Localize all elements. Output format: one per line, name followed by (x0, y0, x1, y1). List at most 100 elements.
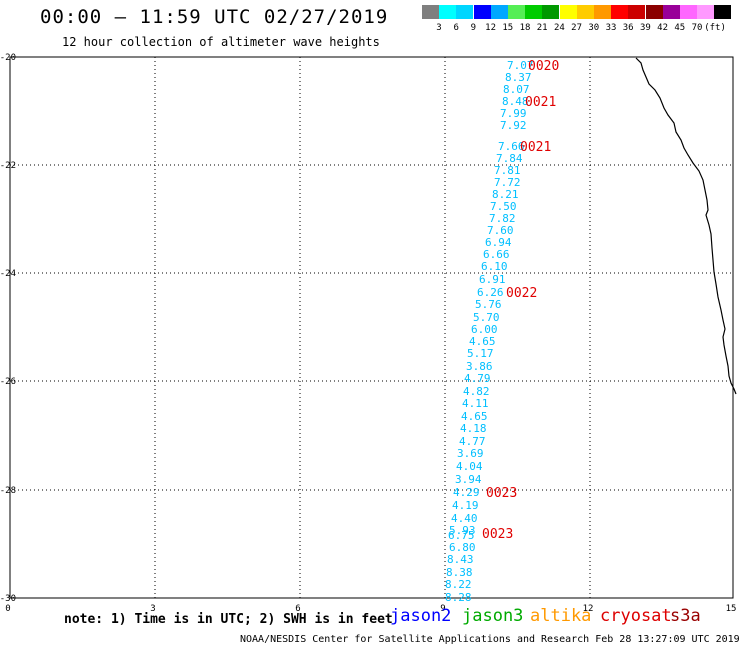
legend-swatch (697, 5, 715, 19)
latitude-label: -30 (0, 594, 16, 604)
altimeter-track: 7.078.378.078.487.997.92 7.667.847.817.72… (445, 59, 534, 604)
latitude-label: -26 (0, 377, 16, 387)
longitude-label: 6 (295, 604, 300, 614)
wave-height-label: 8.22 (445, 578, 472, 591)
legend-label: 9 (470, 23, 477, 33)
legend-label: 36 (622, 23, 634, 33)
wave-height-label: 5.70 (473, 311, 500, 324)
wave-height-label: 4.18 (460, 422, 487, 435)
legend-label: 3 (436, 23, 442, 33)
map-grid (9, 56, 734, 599)
legend-label: 27 (571, 23, 583, 33)
longitude-ticks: 0 3 6 9 12 15 (5, 604, 736, 614)
wave-height-label: 5.76 (475, 298, 502, 311)
time-stamp-label: 0023 (482, 527, 513, 542)
wave-height-label: 4.11 (462, 397, 489, 410)
wave-height-label: 8.28 (445, 591, 472, 604)
wave-height-label: 5.93 (449, 524, 476, 537)
legend-swatch (559, 5, 577, 19)
wave-height-label: 7.60 (487, 224, 514, 237)
wave-height-label: 3.69 (457, 447, 484, 460)
map-title: 00:00 – 11:59 UTC 02/27/2019 (40, 6, 389, 28)
wave-height-label: 7.99 (500, 107, 527, 120)
wave-height-label: 3.94 (455, 473, 482, 486)
wave-height-label: 4.04 (456, 460, 483, 473)
legend-label: 12 (485, 23, 497, 33)
time-stamp-label: 0021 (525, 95, 556, 110)
legend-swatch (542, 5, 560, 19)
wave-height-label: 4.82 (463, 385, 490, 398)
wave-height-label: 4.65 (469, 335, 496, 348)
legend-swatch (422, 5, 439, 19)
legend-swatch (508, 5, 525, 19)
latitude-label: -28 (0, 486, 16, 496)
legend-swatch (594, 5, 611, 19)
legend-label: (ft) (704, 23, 726, 33)
wave-height-label: 8.48 (502, 95, 529, 108)
wave-height-label: 6.91 (479, 273, 506, 286)
legend-label: 24 (553, 23, 565, 33)
wave-height-label: 7.81 (494, 164, 521, 177)
legend-label: 70 (691, 23, 703, 33)
latitude-label: -24 (0, 269, 16, 279)
wave-height-label: 8.43 (447, 553, 474, 566)
legend-label: 18 (519, 23, 531, 33)
satellite-cryosat: cryosat (600, 606, 672, 626)
wave-height-label: 4.79 (464, 372, 491, 385)
units-note: note: 1) Time is in UTC; 2) SWH is in fe… (64, 612, 393, 627)
satellite-altika: altika (530, 606, 592, 626)
legend-label: 33 (605, 23, 617, 33)
latitude-label: -20 (0, 53, 16, 63)
legend-swatch (576, 5, 594, 19)
satellite-jason3: jason3 (462, 606, 524, 626)
time-stamp-label: 0022 (506, 286, 537, 301)
wave-height-label: 7.82 (489, 212, 516, 225)
legend-label: 45 (674, 23, 686, 33)
wave-height-label: 5.17 (467, 347, 494, 360)
wave-height-label: 7.84 (496, 152, 523, 165)
wave-height-label: 4.65 (461, 410, 488, 423)
latitude-label: -22 (0, 161, 16, 171)
wave-height-label: 6.94 (485, 236, 512, 249)
wave-height-label: 4.77 (459, 435, 486, 448)
longitude-label: 15 (726, 604, 737, 614)
legend-label: 15 (502, 23, 514, 33)
coastline (635, 57, 737, 395)
wave-height-label: 6.26 (477, 286, 504, 299)
longitude-label: 9 (440, 604, 445, 614)
wave-height-label: 7.07 (507, 59, 534, 72)
legend-swatch (456, 5, 474, 19)
wave-height-label: 7.50 (490, 200, 517, 213)
latitude-ticks: -20 -22 -24 -26 -28 -30 (0, 53, 16, 604)
wave-height-label: 8.38 (446, 566, 473, 579)
legend-swatch (439, 5, 457, 19)
legend-swatch (662, 5, 680, 19)
legend-label: 30 (588, 23, 600, 33)
wave-height-label: 4.29 (453, 486, 480, 499)
legend-swatch (714, 5, 732, 19)
longitude-label: 0 (5, 604, 10, 614)
wave-height-label: 7.92 (500, 119, 527, 132)
legend-swatch (645, 5, 663, 19)
time-stamp-label: 0020 (528, 59, 559, 74)
wave-height-label: 8.07 (503, 83, 530, 96)
wave-height-label: 4.40 (451, 512, 478, 525)
longitude-label: 3 (150, 604, 155, 614)
time-stamps: 0020 0021 0021 0022 0023 0023 (482, 59, 559, 542)
legend-label: 6 (453, 23, 459, 33)
longitude-label: 12 (583, 604, 594, 614)
satellite-jason2: jason2 (390, 606, 452, 626)
time-stamp-label: 0021 (520, 140, 551, 155)
credit-footer: NOAA/NESDIS Center for Satellite Applica… (240, 634, 740, 645)
wave-height-label: 6.75 (448, 529, 475, 542)
legend-swatch (628, 5, 646, 19)
wave-height-label: 6.80 (449, 541, 476, 554)
time-stamp-label: 0023 (486, 486, 517, 501)
wave-height-label: 6.66 (483, 248, 510, 261)
legend-label: 39 (639, 23, 651, 33)
legend-swatch (611, 5, 629, 19)
legend-swatch (490, 5, 508, 19)
wave-height-label: 7.72 (494, 176, 521, 189)
wave-height-label: 4.19 (452, 499, 479, 512)
